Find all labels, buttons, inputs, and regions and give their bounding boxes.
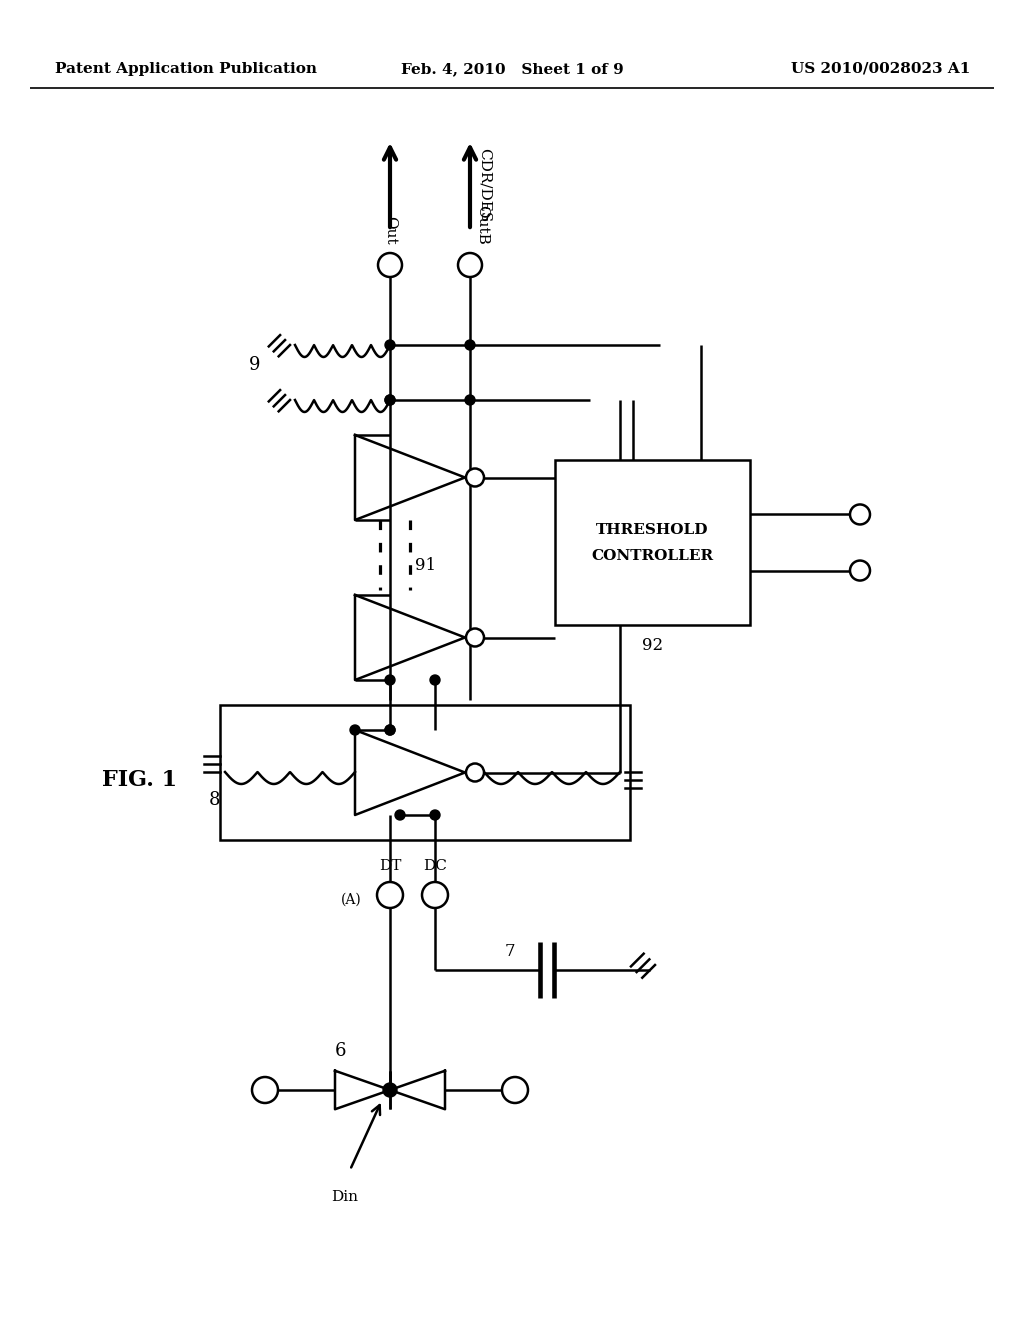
Text: Din: Din [332, 1191, 358, 1204]
Circle shape [385, 341, 395, 350]
Text: 6: 6 [334, 1041, 346, 1060]
Text: DC: DC [423, 859, 446, 873]
Text: 9: 9 [249, 356, 260, 374]
Circle shape [385, 725, 395, 735]
Circle shape [385, 395, 395, 405]
Circle shape [350, 725, 360, 735]
Circle shape [430, 675, 440, 685]
Text: Patent Application Publication: Patent Application Publication [55, 62, 317, 77]
Circle shape [466, 628, 484, 647]
Circle shape [850, 504, 870, 524]
Circle shape [385, 395, 395, 405]
Circle shape [466, 469, 484, 487]
Circle shape [458, 253, 482, 277]
Circle shape [378, 253, 402, 277]
Circle shape [383, 1082, 397, 1097]
Text: 91: 91 [415, 557, 436, 573]
Circle shape [385, 725, 395, 735]
Text: CONTROLLER: CONTROLLER [592, 549, 714, 564]
Text: OutB: OutB [475, 205, 489, 246]
Text: Out: Out [383, 216, 397, 246]
Circle shape [466, 763, 484, 781]
FancyBboxPatch shape [555, 459, 750, 624]
Text: (A): (A) [341, 894, 362, 907]
Text: THRESHOLD: THRESHOLD [596, 524, 709, 537]
Text: Feb. 4, 2010   Sheet 1 of 9: Feb. 4, 2010 Sheet 1 of 9 [400, 62, 624, 77]
Circle shape [395, 810, 406, 820]
Text: US 2010/0028023 A1: US 2010/0028023 A1 [791, 62, 970, 77]
Text: DT: DT [379, 859, 401, 873]
Circle shape [385, 675, 395, 685]
Circle shape [377, 882, 403, 908]
Text: 7: 7 [505, 942, 515, 960]
Circle shape [465, 395, 475, 405]
Circle shape [252, 1077, 278, 1104]
Circle shape [422, 882, 449, 908]
Circle shape [502, 1077, 528, 1104]
Polygon shape [335, 1071, 390, 1109]
Text: CDR/DES: CDR/DES [478, 148, 492, 222]
Polygon shape [390, 1071, 445, 1109]
Text: FIG. 1: FIG. 1 [102, 770, 177, 791]
Circle shape [850, 561, 870, 581]
Circle shape [465, 341, 475, 350]
Text: 8: 8 [209, 791, 220, 809]
Text: 92: 92 [642, 638, 664, 653]
Circle shape [430, 810, 440, 820]
